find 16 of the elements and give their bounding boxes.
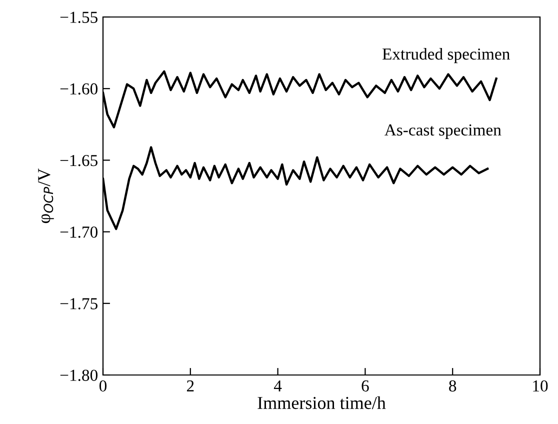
x-tick-label: 2 [186,380,194,392]
y-tick-label: −1.75 [60,298,98,310]
x-axis-title: Immersion time/h [258,396,386,410]
series-label: Extruded specimen [382,48,510,64]
y-tick-label: −1.70 [60,226,98,238]
x-tick-label: 4 [274,380,282,392]
x-tick-label: 6 [362,380,369,392]
y-tick-label: −1.60 [60,83,98,95]
x-tick-label: 0 [99,380,107,392]
y-axis-title: φ$_{OCP}$/V [38,168,54,224]
x-tick-label: 8 [449,380,456,392]
y-tick-label: −1.80 [60,370,98,382]
x-tick-label: 10 [533,380,548,392]
series-label: As-cast specimen [384,124,502,139]
y-tick-label: −1.55 [60,12,98,24]
y-tick-label: −1.65 [60,154,98,166]
